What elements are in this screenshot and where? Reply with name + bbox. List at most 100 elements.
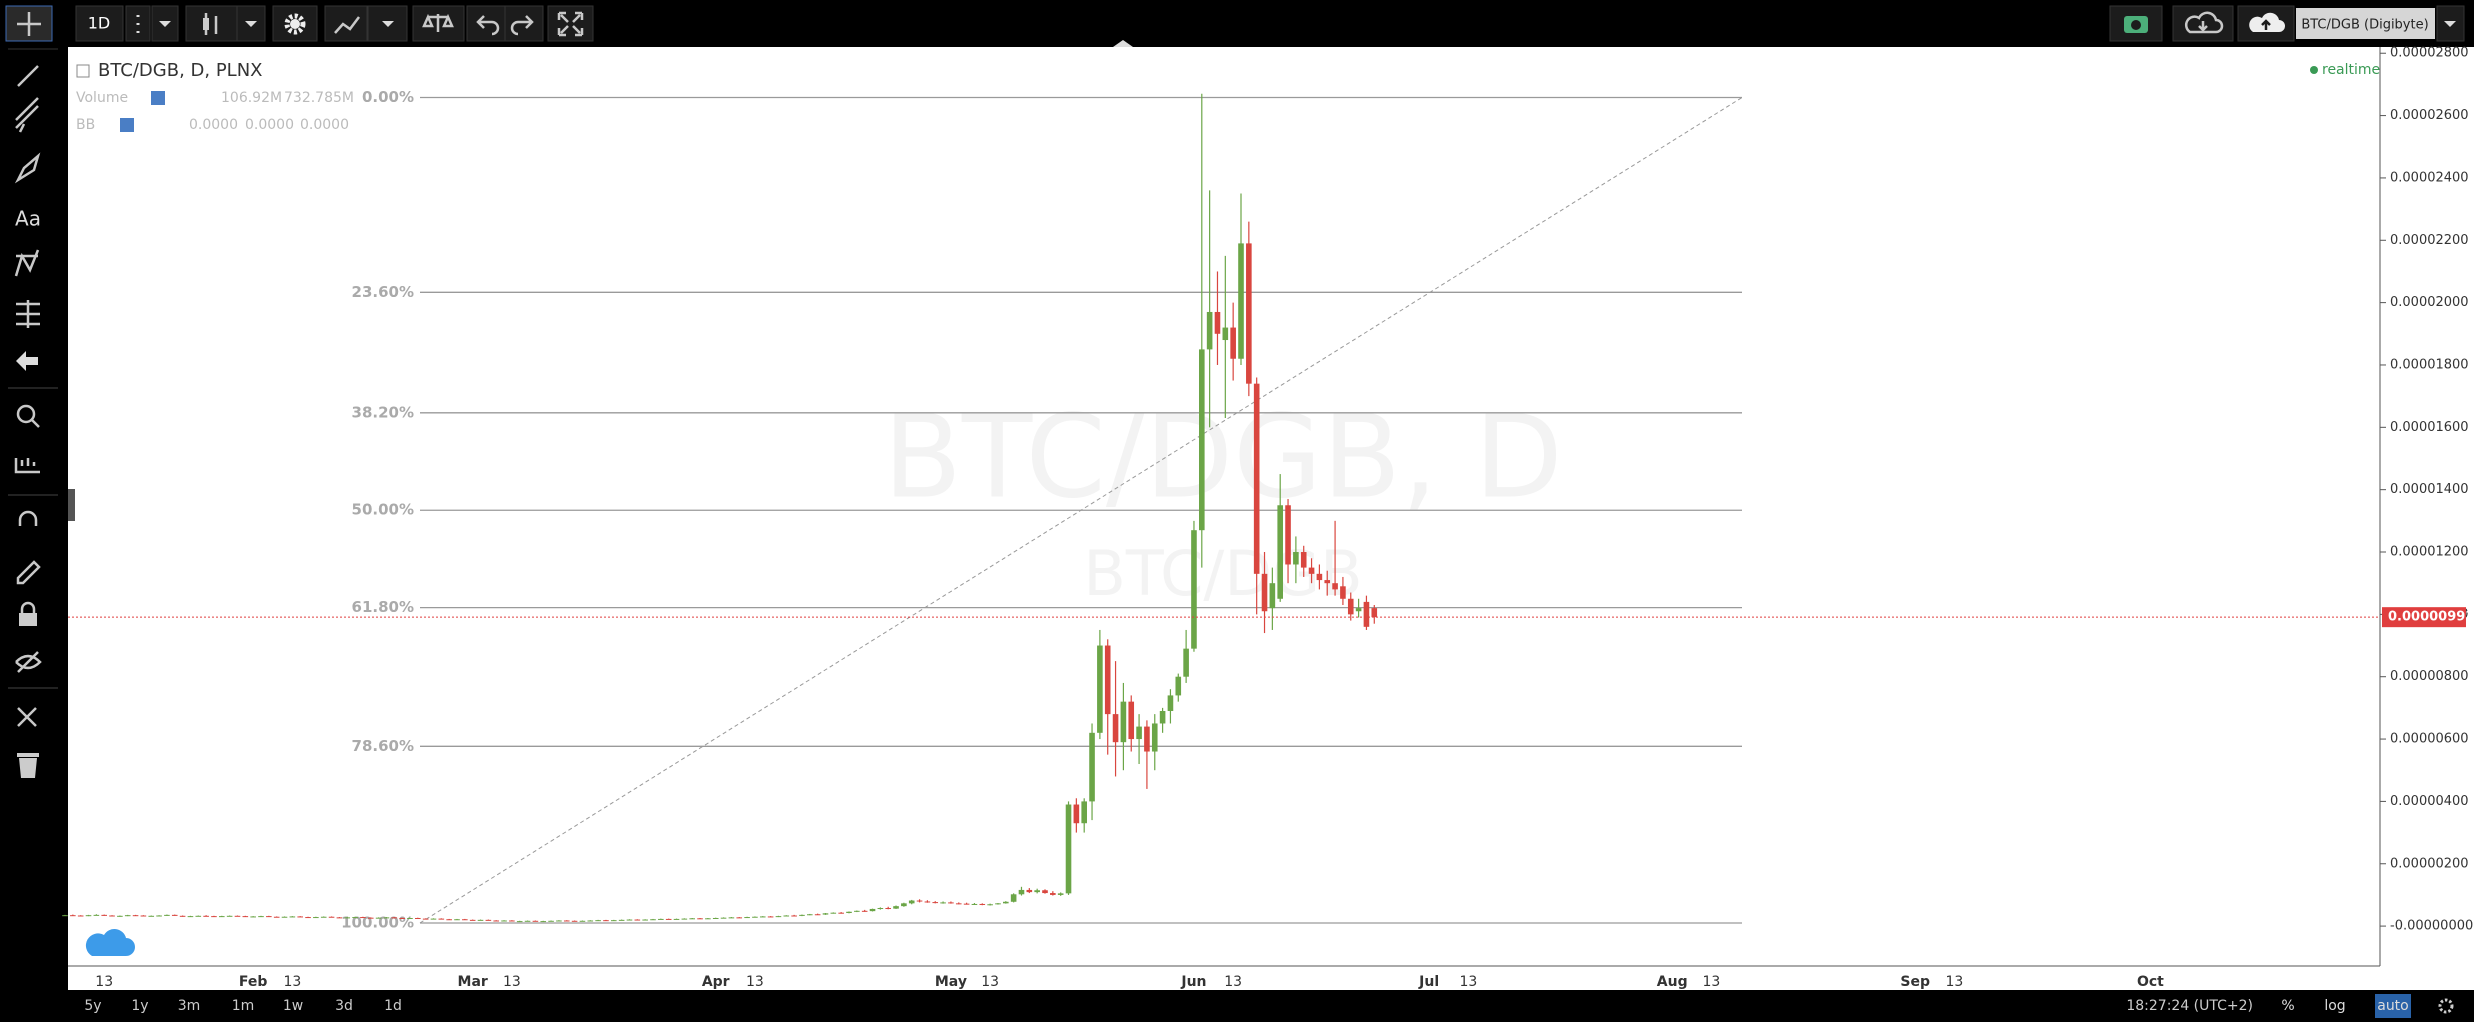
collapse-box[interactable] — [76, 64, 90, 78]
candle-body — [62, 915, 68, 917]
candle-body — [242, 916, 249, 918]
tools-settings[interactable] — [17, 707, 37, 727]
candle-body — [908, 900, 915, 904]
candle-body — [1057, 893, 1064, 895]
gear-icon-center — [290, 19, 300, 29]
candle-body — [1097, 645, 1103, 733]
candle-body — [344, 917, 351, 919]
measure-tool[interactable] — [14, 458, 40, 474]
x-tick-label: May — [935, 974, 967, 990]
candle-body — [501, 920, 507, 922]
candle-body — [85, 915, 92, 917]
candle-body — [540, 921, 547, 923]
fib-label: 23.60% — [352, 283, 414, 301]
candle-body — [1355, 608, 1362, 612]
pitchfork-tool[interactable] — [15, 97, 39, 133]
y-tick-label: 0.00000200 — [2390, 856, 2469, 871]
range-button[interactable]: 1w — [283, 998, 303, 1014]
scale-option[interactable]: % — [2281, 998, 2294, 1014]
zoom-handle — [31, 419, 40, 428]
scale-option[interactable]: auto — [2377, 998, 2409, 1014]
candle-body — [1324, 580, 1331, 584]
arrow-tool[interactable] — [16, 351, 38, 371]
candle-body — [156, 915, 162, 917]
candle-body — [948, 902, 954, 904]
symbol-button[interactable] — [2296, 8, 2435, 39]
candle-body — [563, 920, 570, 922]
y-tick-label: 0.00000400 — [2390, 794, 2469, 809]
bb-name: BB — [76, 117, 95, 133]
magnet-tool[interactable] — [18, 510, 38, 526]
candle-body — [579, 920, 586, 922]
candle-body — [712, 917, 719, 919]
candle-body — [1206, 311, 1213, 350]
candle-body — [759, 916, 766, 918]
range-button[interactable]: 3m — [178, 998, 201, 1014]
stay-drawing-tool[interactable] — [16, 560, 41, 585]
scale-option[interactable]: log — [2324, 998, 2345, 1014]
bb-value: 0.0000 — [189, 117, 238, 133]
lock-tool[interactable] — [19, 613, 37, 626]
candle-body — [1010, 894, 1017, 902]
candle-body — [164, 914, 170, 916]
logo — [85, 929, 135, 956]
candle-body — [650, 919, 656, 921]
candle-body — [987, 904, 993, 906]
range-button[interactable]: 1m — [232, 998, 255, 1014]
collapse-tab[interactable] — [1113, 40, 1133, 47]
text-tool[interactable]: Aa — [15, 207, 41, 231]
indicators-button[interactable] — [324, 5, 368, 42]
range-button[interactable]: 1y — [131, 998, 148, 1014]
x-tick-label: 13 — [1946, 974, 1964, 990]
candle-body — [1175, 676, 1182, 696]
undo-icon — [476, 15, 500, 36]
candle-body — [187, 916, 194, 918]
candle-body — [1191, 530, 1197, 649]
candle-body — [1026, 889, 1033, 893]
bb-visibility[interactable] — [120, 118, 134, 132]
x-tick-label: Mar — [458, 974, 488, 990]
candle-body — [117, 915, 123, 917]
fullscreen-button[interactable] — [547, 5, 594, 42]
candle-body — [548, 920, 554, 922]
pattern-tool[interactable] — [14, 249, 40, 277]
candle-body — [1112, 714, 1119, 743]
range-button[interactable]: 3d — [335, 998, 353, 1014]
hide-tool[interactable] — [15, 651, 42, 673]
candle-body — [689, 918, 695, 920]
legend-title: BTC/DGB, D, PLNX — [98, 60, 263, 81]
x-tick-label: 13 — [503, 974, 521, 990]
candle-body — [70, 915, 76, 917]
chart-style-button[interactable] — [185, 5, 238, 42]
candle-body — [1151, 723, 1158, 752]
settings-icon[interactable] — [2438, 998, 2454, 1014]
candle-body — [775, 916, 782, 918]
auto-highlight — [2375, 994, 2411, 1018]
volume-visibility[interactable] — [151, 91, 165, 105]
legend: BTC/DGB, D, PLNX Volume 106.92M 732.785M… — [76, 60, 2380, 956]
delete-tool[interactable] — [17, 753, 39, 778]
watermark-text: BTC/DGB, D — [883, 391, 1563, 525]
candle-body — [1089, 732, 1095, 802]
candle-body — [791, 915, 797, 917]
interval-button[interactable] — [75, 5, 124, 42]
candle-body — [571, 920, 578, 922]
candle-body — [673, 918, 680, 920]
brush-tool[interactable] — [14, 152, 41, 184]
toolbar-collapse[interactable] — [68, 489, 75, 521]
candle-body — [916, 900, 923, 902]
trendline-tool[interactable] — [17, 65, 39, 87]
snapshot-button[interactable] — [2109, 5, 2163, 42]
range-button[interactable]: 5y — [84, 998, 101, 1014]
undo-button[interactable] — [466, 5, 506, 42]
redo-button[interactable] — [504, 5, 544, 42]
zoom-tool[interactable] — [16, 404, 36, 424]
candle-body — [148, 915, 155, 917]
range-button[interactable]: 1d — [384, 998, 402, 1014]
candle-body — [1214, 311, 1221, 334]
candle-body — [297, 916, 303, 918]
x-tick-label: 13 — [1702, 974, 1720, 990]
fib-tool[interactable] — [16, 300, 40, 328]
candle-body — [1261, 573, 1268, 612]
candle-body — [1222, 327, 1229, 341]
